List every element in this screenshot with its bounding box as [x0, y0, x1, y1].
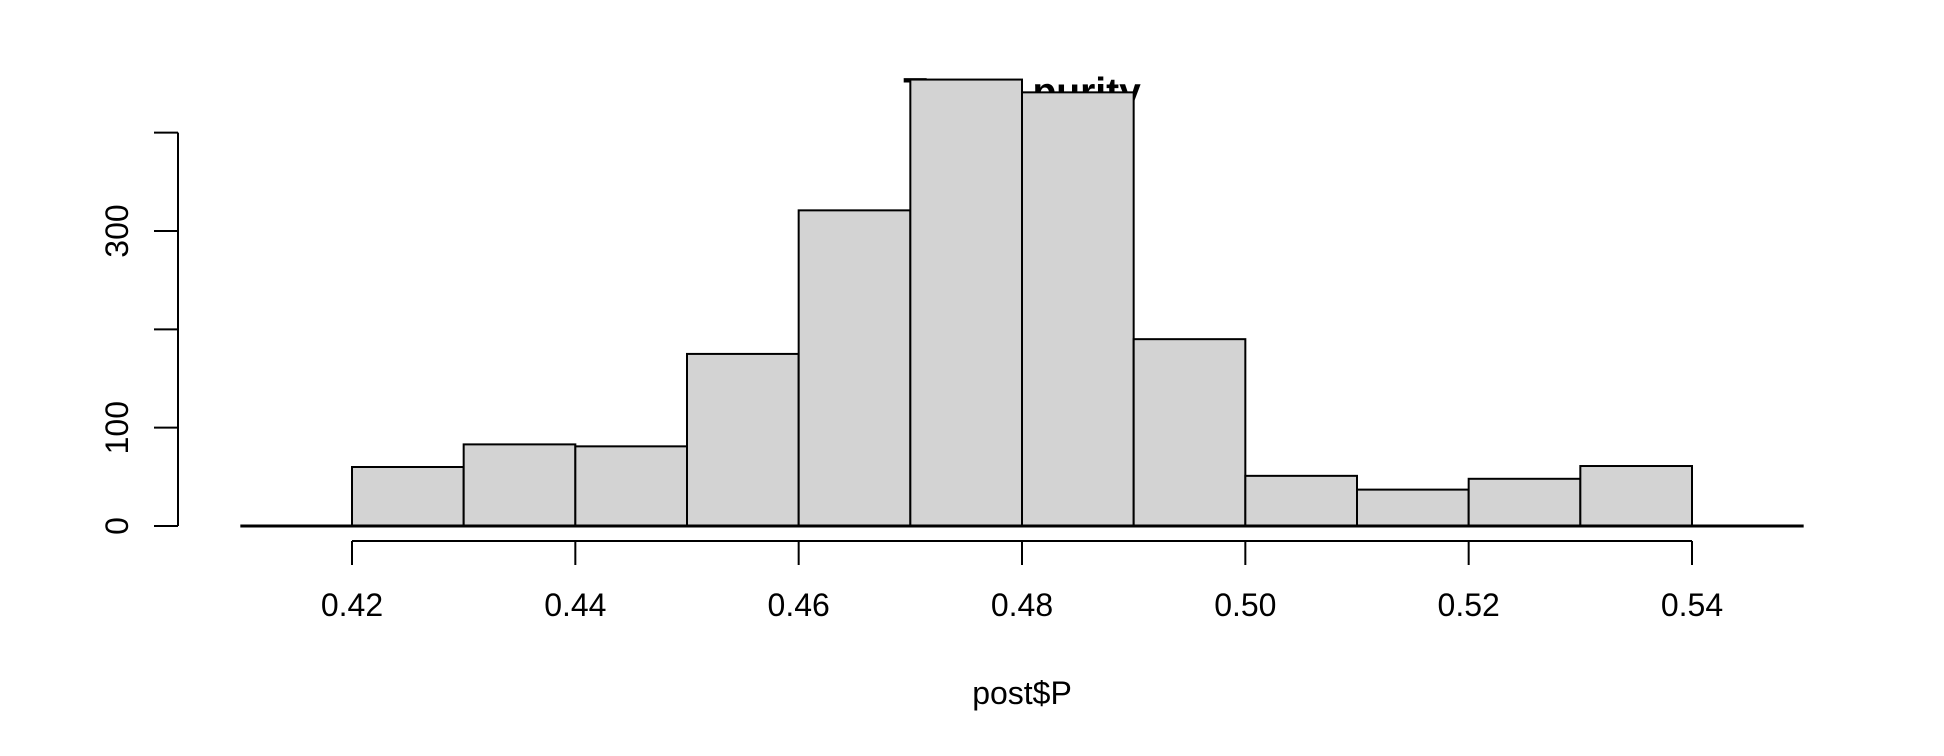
- histogram-bars: [351, 78, 1694, 528]
- y-tick-label: 0: [99, 517, 135, 535]
- histogram-bar: [797, 209, 912, 527]
- histogram-bar: [909, 78, 1023, 527]
- x-axis: 0.42 0.44 0.46 0.48 0.50 0.52 0.54: [321, 540, 1723, 623]
- histogram-bar: [1132, 338, 1247, 527]
- histogram-bar: [462, 443, 577, 527]
- y-axis: 0 100 300: [99, 131, 179, 535]
- histogram-bar: [1356, 488, 1470, 528]
- x-tick-label: 0.46: [768, 587, 830, 623]
- x-axis-label: post$P: [972, 675, 1072, 711]
- x-tick-label: 0.50: [1214, 587, 1276, 623]
- y-tick-label: 100: [99, 401, 135, 454]
- histogram-bar: [1579, 465, 1694, 527]
- x-tick-label: 0.48: [991, 587, 1053, 623]
- histogram-bar: [351, 466, 465, 527]
- x-tick-label: 0.42: [321, 587, 383, 623]
- histogram-bar: [1467, 477, 1582, 527]
- y-tick-label: 300: [99, 204, 135, 257]
- histogram-bar: [1244, 474, 1359, 528]
- x-tick-label: 0.52: [1438, 587, 1500, 623]
- histogram-bar: [574, 445, 688, 528]
- x-tick-label: 0.54: [1661, 587, 1723, 623]
- histogram-bar: [686, 352, 800, 527]
- x-tick-label: 0.44: [544, 587, 606, 623]
- histogram-bar: [1021, 91, 1135, 527]
